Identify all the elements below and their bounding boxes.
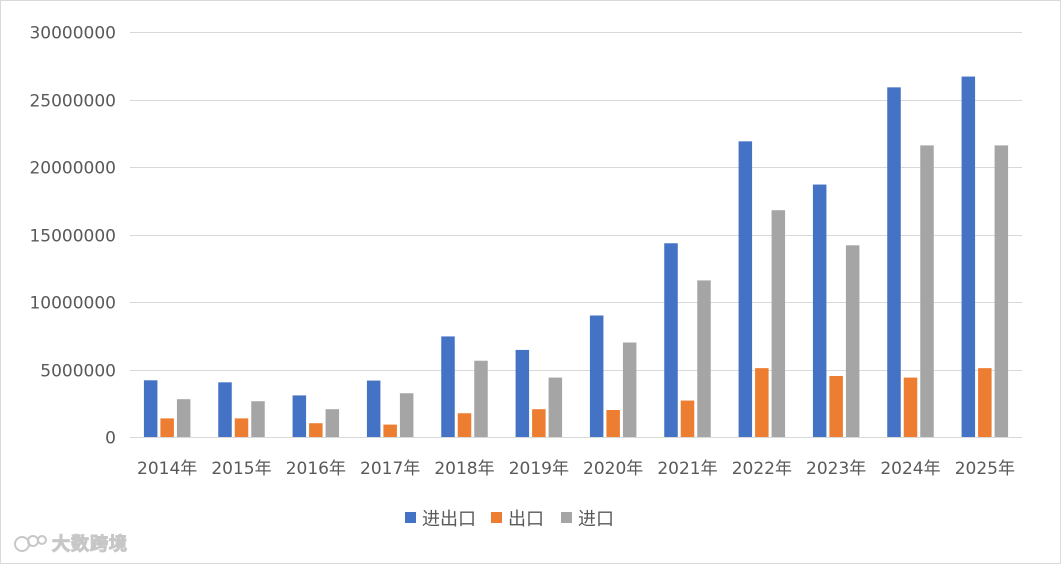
bar-进出口 — [366, 380, 381, 437]
x-tick-label: 2018年 — [434, 459, 494, 479]
y-tick-label: 10000000 — [29, 294, 116, 314]
gridlines — [130, 32, 1022, 371]
bar-进口 — [920, 145, 934, 437]
bar-出口 — [532, 409, 546, 437]
legend-swatch — [561, 512, 572, 523]
x-tick-label: 2023年 — [806, 459, 866, 479]
bar-出口 — [829, 375, 843, 437]
legend-item: 进出口 — [405, 509, 476, 530]
y-tick-label: 25000000 — [29, 92, 116, 112]
bar-进出口 — [515, 349, 530, 437]
y-tick-label: 15000000 — [29, 227, 116, 247]
bar-进口 — [771, 210, 786, 437]
legend-label: 出口 — [508, 509, 544, 530]
x-tick-label: 2016年 — [286, 459, 346, 479]
x-tick-label: 2020年 — [583, 459, 643, 479]
bar-进口 — [697, 280, 711, 437]
watermark-text: 大数跨境 — [52, 534, 128, 556]
bar-进出口 — [961, 76, 976, 438]
bar-进口 — [176, 399, 191, 437]
legend: 进出口 出口 进口 — [405, 509, 614, 530]
legend-swatch — [491, 512, 502, 523]
legend-swatch — [405, 512, 416, 523]
bar-进出口 — [738, 141, 753, 437]
bar-进出口 — [664, 243, 678, 437]
bars — [143, 76, 1009, 438]
bar-出口 — [606, 410, 620, 437]
bar-进口 — [325, 409, 340, 437]
x-tick-label: 2015年 — [211, 459, 271, 479]
x-tick-label: 2017年 — [360, 459, 420, 479]
bar-出口 — [978, 368, 992, 437]
bar-进出口 — [143, 380, 158, 437]
bar-出口 — [903, 377, 918, 437]
bar-出口 — [680, 400, 695, 437]
bar-进口 — [994, 145, 1009, 437]
x-tick-label: 2024年 — [880, 459, 940, 479]
bar-进出口 — [812, 184, 827, 437]
y-tick-label: 30000000 — [29, 24, 116, 44]
y-tick-label: 5000000 — [40, 362, 116, 382]
bar-进出口 — [292, 395, 307, 437]
bar-进出口 — [441, 336, 455, 437]
legend-item: 出口 — [491, 509, 544, 530]
bar-出口 — [234, 418, 249, 437]
bar-进出口 — [218, 382, 232, 437]
dashuju-logo-icon — [14, 535, 47, 552]
x-tick-label: 2014年 — [137, 459, 197, 479]
x-tick-label: 2022年 — [732, 459, 792, 479]
legend-item: 进口 — [561, 509, 614, 530]
x-axis-tick-labels: 2014年 2015年 2016年 2017年 2018年 2019年 2020年 2021年… — [137, 459, 1015, 479]
bar-进口 — [251, 401, 265, 437]
y-tick-label: 20000000 — [29, 159, 116, 179]
x-tick-label: 2019年 — [509, 459, 569, 479]
x-tick-label: 2021年 — [657, 459, 717, 479]
y-tick-label: 0 — [105, 429, 116, 449]
watermark: 大数跨境 — [14, 530, 128, 556]
x-tick-label: 2025年 — [955, 459, 1015, 479]
y-axis-tick-labels: 0 5000000 10000000 15000000 20000000 25000000… — [29, 24, 116, 449]
bar-进口 — [548, 377, 563, 437]
bar-出口 — [755, 368, 769, 437]
bar-进口 — [845, 245, 860, 437]
bar-进口 — [399, 393, 414, 437]
bar-进口 — [622, 342, 637, 437]
bar-出口 — [457, 413, 472, 437]
bar-出口 — [383, 424, 397, 437]
legend-label: 进出口 — [422, 509, 476, 530]
bar-出口 — [309, 423, 323, 437]
legend-label: 进口 — [578, 509, 614, 530]
bar-进出口 — [589, 315, 604, 437]
bar-进口 — [474, 360, 488, 437]
bar-出口 — [160, 418, 174, 437]
bar-进出口 — [887, 87, 901, 437]
